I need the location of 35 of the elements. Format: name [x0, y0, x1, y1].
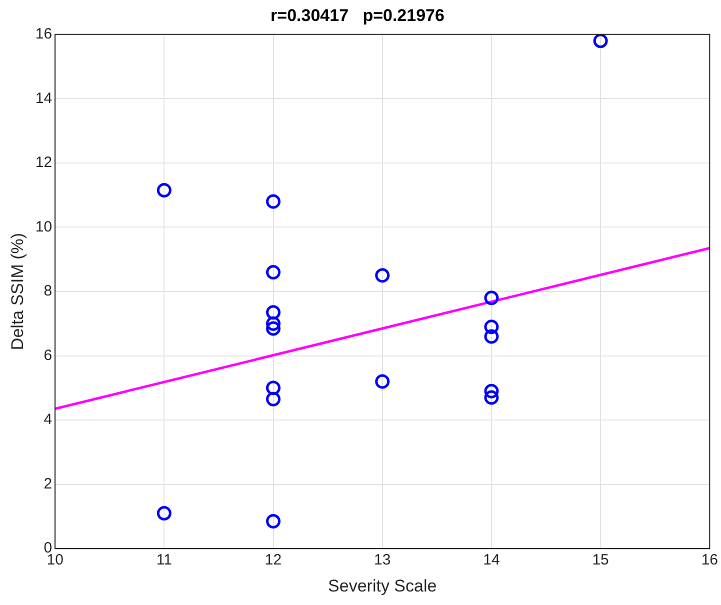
- x-tick-label: 15: [592, 552, 609, 569]
- x-tick-label: 14: [483, 552, 500, 569]
- x-axis-title: Severity Scale: [328, 576, 437, 596]
- point: [266, 305, 281, 320]
- point: [484, 320, 499, 334]
- x-tick-label: 13: [374, 552, 391, 569]
- point: [375, 268, 390, 283]
- y-axis-title: Delta SSIM (%): [8, 232, 27, 350]
- point: [484, 390, 499, 405]
- point: [484, 290, 499, 306]
- y-tick-label: 2: [44, 475, 52, 492]
- y-tick-label: 10: [35, 218, 52, 236]
- point: [593, 34, 608, 48]
- point: [484, 329, 499, 344]
- y-tick-label: 8: [44, 282, 52, 300]
- point: [484, 384, 499, 398]
- y-tick-label: 16: [35, 26, 52, 43]
- point: [375, 374, 390, 389]
- point: [266, 380, 281, 396]
- y-tick-label: 14: [35, 90, 52, 107]
- x-tick-label: 11: [156, 552, 172, 569]
- x-tick-label: 16: [701, 552, 718, 569]
- point: [266, 264, 281, 280]
- chart-title: r=0.30417 p=0.21976: [270, 6, 444, 25]
- point: [266, 514, 281, 529]
- point: [266, 194, 281, 209]
- y-tick-label: 4: [44, 411, 52, 428]
- point: [266, 316, 281, 331]
- point: [156, 506, 172, 520]
- point: [266, 321, 281, 336]
- y-tick-label: 12: [35, 154, 52, 172]
- y-tick-label: 6: [44, 346, 52, 364]
- point: [266, 392, 281, 406]
- point: [156, 183, 172, 198]
- x-tick-label: 12: [264, 552, 282, 569]
